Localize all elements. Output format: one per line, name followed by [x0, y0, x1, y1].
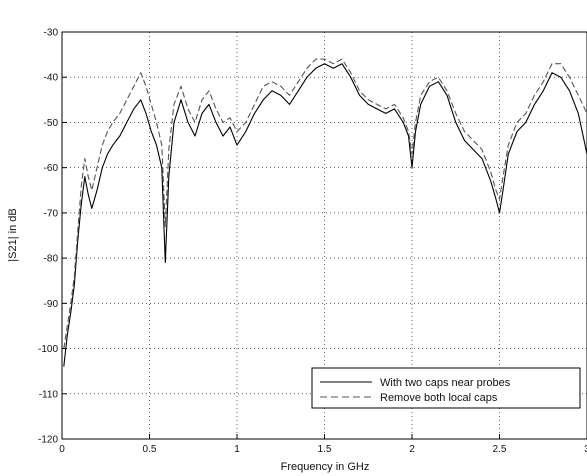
legend: With two caps near probes Remove both lo…	[311, 367, 581, 409]
y-tick-label: -110	[39, 389, 59, 400]
y-tick-label: -80	[44, 254, 59, 265]
y-tick-label: -70	[44, 208, 59, 219]
y-tick-label: -30	[44, 28, 59, 39]
y-tick-label: -60	[44, 163, 59, 174]
y-tick-label: -100	[38, 344, 58, 355]
x-tick-label: 3	[584, 444, 587, 455]
series-line-2	[63, 58, 587, 349]
legend-box	[311, 367, 581, 409]
y-axis-ticks: -120 -110 -100 -90 -80 -70 -60 -50 -40 -30	[38, 28, 67, 446]
legend-label-series-1: With two caps near probes	[380, 377, 511, 389]
series-lines	[63, 58, 587, 367]
x-tick-label: 0	[59, 444, 65, 455]
series-line-1	[63, 63, 587, 367]
x-tick-label: 1.5	[318, 444, 332, 455]
y-tick-label: -50	[44, 118, 59, 129]
y-tick-label: -40	[44, 73, 59, 84]
x-tick-label: 2.5	[493, 444, 507, 455]
y-tick-label: -120	[38, 435, 58, 446]
x-tick-label: 2	[409, 444, 415, 455]
x-axis-ticks: 0 0.5 1 1.5 2 2.5 3	[59, 434, 587, 455]
legend-label-series-2: Remove both local caps	[380, 392, 498, 404]
x-tick-label: 1	[234, 444, 240, 455]
y-axis-label: |S21| in dB	[7, 208, 19, 261]
x-axis-label: Frequency in GHz	[281, 461, 370, 473]
y-tick-label: -90	[44, 299, 59, 310]
x-tick-label: 0.5	[143, 444, 157, 455]
